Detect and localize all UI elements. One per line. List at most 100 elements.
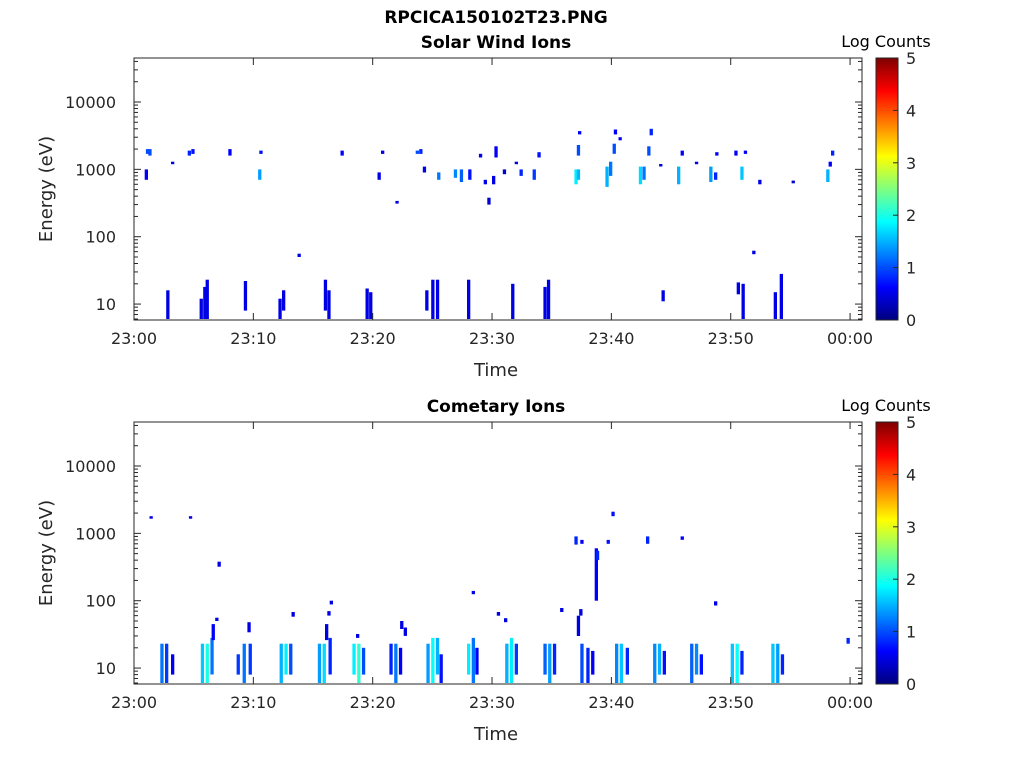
colorbar xyxy=(875,57,899,321)
plot-frame xyxy=(133,57,863,321)
heatmap-cell xyxy=(690,643,694,683)
heatmap-cell xyxy=(714,172,718,180)
x-tick-label: 00:00 xyxy=(827,693,873,712)
heatmap-cell xyxy=(543,643,547,675)
heatmap-cell xyxy=(680,150,684,156)
x-tick-label: 23:50 xyxy=(708,693,754,712)
panel-title: Cometary Ions xyxy=(427,397,566,417)
plot-frame xyxy=(133,421,863,685)
heatmap-cell xyxy=(415,150,419,154)
x-tick-label: 23:10 xyxy=(230,693,276,712)
heatmap-cell xyxy=(779,273,783,319)
heatmap-cell xyxy=(435,637,440,675)
heatmap-cell xyxy=(496,612,501,616)
heatmap-cell xyxy=(439,654,443,683)
heatmap-cell xyxy=(740,650,744,675)
heatmap-cell xyxy=(609,161,613,176)
heatmap-cell xyxy=(403,627,407,636)
heatmap-cell xyxy=(653,643,657,683)
heatmap-cell xyxy=(680,536,684,540)
colorbar-tick-label: 3 xyxy=(906,154,916,173)
heatmap-cell xyxy=(709,166,713,182)
heatmap-cell xyxy=(352,643,356,675)
heatmap-cell xyxy=(612,143,616,154)
heatmap-cell xyxy=(215,617,219,621)
heatmap-cell xyxy=(642,166,646,180)
heatmap-cell xyxy=(694,161,699,165)
colorbar-tick-label: 1 xyxy=(906,623,916,642)
heatmap-cell xyxy=(205,643,209,683)
heatmap-cell xyxy=(211,624,215,641)
heatmap-cell xyxy=(831,150,835,156)
y-tick-label: 10000 xyxy=(65,93,116,112)
heatmap-cell xyxy=(328,637,332,675)
heatmap-cell xyxy=(548,643,552,683)
heatmap-cell xyxy=(659,164,663,167)
heatmap-cell xyxy=(160,643,164,683)
heatmap-cell xyxy=(323,279,328,311)
colorbar-tick-label: 0 xyxy=(906,675,916,694)
heatmap-cell xyxy=(611,511,615,517)
heatmap-cell xyxy=(435,279,440,319)
heatmap-cell xyxy=(776,643,780,683)
heatmap-cell xyxy=(166,290,170,319)
heatmap-cell xyxy=(846,637,850,644)
heatmap-cell xyxy=(149,516,153,519)
colorbar-tick-label: 2 xyxy=(906,206,916,225)
heatmap-cell xyxy=(357,643,361,683)
heatmap-cell xyxy=(615,643,619,683)
heatmap-cell xyxy=(714,601,718,606)
heatmap-cell xyxy=(574,169,578,185)
heatmap-cells xyxy=(149,511,850,683)
heatmap-cell xyxy=(618,137,622,141)
heatmap-cell xyxy=(537,152,541,158)
heatmap-cell xyxy=(317,643,322,683)
x-axis-label: Time xyxy=(473,360,518,381)
x-tick-label: 23:20 xyxy=(350,329,396,348)
heatmap-cell xyxy=(613,129,618,135)
heatmap-cell xyxy=(217,561,221,567)
heatmap-cell xyxy=(148,149,152,156)
heatmap-cell xyxy=(468,169,472,180)
heatmap-cell xyxy=(715,152,719,156)
heatmap-cell xyxy=(278,298,282,319)
heatmap-cell xyxy=(289,643,293,675)
colorbar xyxy=(875,421,899,685)
heatmap-cell xyxy=(492,175,496,185)
heatmap-cell xyxy=(504,618,508,623)
heatmap-cell xyxy=(282,290,286,311)
heatmap-cell xyxy=(284,643,288,675)
heatmap-cell xyxy=(431,637,435,683)
heatmap-cell xyxy=(791,180,795,184)
heatmap-cell xyxy=(395,200,399,204)
heatmap-cell xyxy=(579,609,583,616)
heatmap-cell xyxy=(467,279,471,319)
heatmap-cell xyxy=(199,298,203,319)
colorbar-tick-label: 3 xyxy=(906,518,916,537)
heatmap-cell xyxy=(377,172,381,180)
heatmap-cell xyxy=(243,281,248,311)
solar-wind-ions-panel: Solar Wind Ions Time Energy (eV) Log Cou… xyxy=(36,32,931,381)
heatmap-cell xyxy=(734,150,738,156)
heatmap-cell xyxy=(475,647,479,675)
heatmap-cell xyxy=(647,146,651,156)
heatmap-cell xyxy=(437,172,441,180)
heatmap-cell xyxy=(258,169,262,180)
heatmap-cell xyxy=(694,643,699,675)
panel-title: Solar Wind Ions xyxy=(421,33,572,53)
y-axis-label: Energy (eV) xyxy=(36,136,57,242)
heatmap-cell xyxy=(327,611,331,616)
cometary-ions-panel: Cometary Ions Time Energy (eV) Log Count… xyxy=(36,396,931,745)
colorbar-tick-label: 2 xyxy=(906,570,916,589)
heatmap-cell xyxy=(502,169,507,175)
heatmap-cell xyxy=(431,279,435,319)
x-tick-label: 23:00 xyxy=(111,693,157,712)
heatmap-cell xyxy=(730,643,734,683)
heatmap-cell xyxy=(478,153,483,158)
x-tick-label: 23:30 xyxy=(469,329,515,348)
colorbar-tick-label: 0 xyxy=(906,311,916,330)
x-tick-label: 23:50 xyxy=(708,329,754,348)
heatmap-cell xyxy=(638,166,643,185)
heatmap-cell xyxy=(505,643,509,683)
heatmap-cell xyxy=(677,166,681,185)
